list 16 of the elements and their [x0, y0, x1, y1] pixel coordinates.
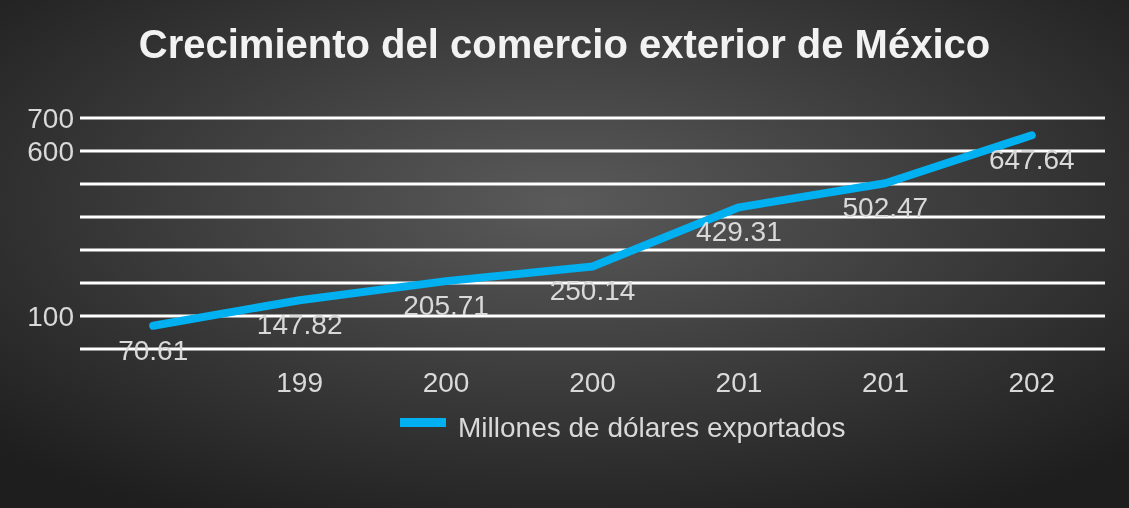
legend-label: Millones de dólares exportados — [458, 412, 846, 443]
y-tick-label: 700 — [27, 102, 74, 134]
y-tick-label: 600 — [27, 135, 74, 167]
x-tick-label: 200 — [422, 367, 470, 398]
x-tick-label: 201 — [715, 367, 763, 398]
data-label: 205.71 — [403, 290, 489, 322]
data-label: 250.14 — [549, 275, 636, 307]
chart-title: Crecimiento del comercio exterior de México — [138, 22, 991, 66]
y-tick-label: 100 — [27, 300, 74, 332]
data-label: 429.31 — [696, 216, 782, 248]
x-tick-label: 200 — [569, 367, 616, 398]
data-label: 647.64 — [988, 144, 1075, 176]
x-tick-label: 201 — [862, 367, 909, 398]
x-tick-label: 199 — [276, 367, 323, 398]
x-tick-label: 202 — [1008, 367, 1056, 398]
data-label: 147.82 — [256, 309, 343, 341]
